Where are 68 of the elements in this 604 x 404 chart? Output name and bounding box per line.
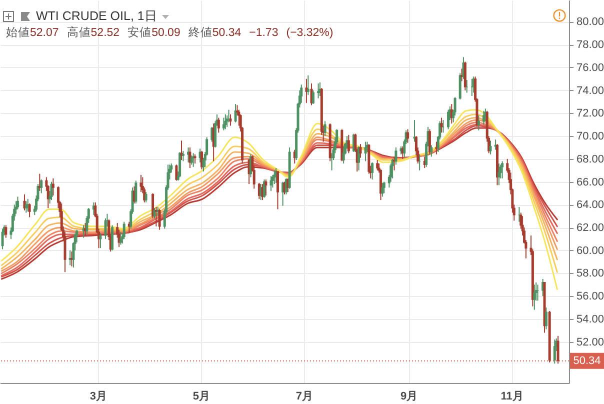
candlestick (23, 194, 26, 211)
x-tick-label: 5月 (192, 390, 210, 402)
candlestick (364, 141, 367, 162)
candlestick (430, 144, 433, 158)
y-tick-label: 80.00 (576, 16, 604, 28)
candlestick (158, 208, 161, 230)
candlestick (553, 339, 556, 364)
candlestick (347, 134, 350, 154)
y-tick-label: 76.00 (576, 62, 604, 74)
candlestick (224, 114, 227, 130)
candlestick (1, 228, 4, 250)
ref-line-label: 50.34 (573, 354, 601, 367)
candlestick (222, 117, 225, 131)
candlestick (300, 84, 303, 104)
candlestick (324, 120, 326, 137)
candlestick (188, 146, 192, 169)
candlestick (50, 181, 53, 201)
candlestick (306, 74, 310, 96)
x-tick-label: 3月 (90, 390, 107, 402)
candlestick (556, 335, 560, 364)
y-tick-label: 72.00 (576, 108, 604, 120)
candlestick (406, 128, 410, 144)
candlestick (234, 104, 237, 123)
candlestick (305, 78, 308, 104)
candlestick (489, 140, 492, 155)
y-tick-label: 78.00 (576, 39, 604, 52)
x-tick-label: 11月 (500, 390, 524, 402)
y-tick-label: 58.00 (576, 268, 604, 280)
candlestick (178, 152, 182, 178)
candlestick (190, 154, 193, 166)
candlestick (111, 224, 114, 251)
candlestick (153, 208, 156, 219)
y-tick-label: 66.00 (576, 176, 604, 188)
y-tick-label: 64.00 (576, 199, 604, 212)
candlestick (498, 162, 500, 186)
candlestick (28, 203, 31, 218)
candlestick (381, 182, 384, 198)
candlestick (342, 146, 345, 164)
candlestick (533, 284, 536, 310)
y-tick-label: 74.00 (576, 84, 604, 97)
candlestick (382, 181, 386, 194)
candlestick (156, 206, 160, 217)
x-tick-label: 9月 (400, 390, 418, 402)
candlestick (270, 176, 272, 192)
candlestick (52, 178, 54, 196)
text: WTI CRUDE OIL, 1日 (36, 8, 158, 25)
y-tick-label: 68.00 (576, 153, 604, 166)
y-tick-label: 60.00 (576, 244, 604, 257)
candlestick (24, 200, 28, 214)
y-tick-label: 56.00 (576, 290, 604, 303)
candlestick (477, 114, 480, 131)
candlestick (482, 110, 485, 126)
y-tick-label: 62.00 (576, 222, 604, 234)
candlestick (122, 221, 126, 240)
candlestick (264, 178, 268, 196)
y-tick-label: 54.00 (576, 313, 604, 326)
y-tick-label: 52.00 (576, 336, 604, 348)
x-tick-label: 7月 (296, 390, 313, 402)
y-tick-label: 70.00 (576, 130, 604, 143)
candlestick (435, 141, 438, 155)
text: 始値52.07 高値52.52 安値50.09 終値50.34 −1.73 (−3.32%) (6, 27, 334, 39)
candlestick (104, 218, 107, 240)
candlestick (144, 192, 148, 203)
candlestick (99, 232, 102, 249)
candlestick (217, 117, 220, 134)
candlestick (194, 154, 196, 164)
candlestick (484, 108, 487, 122)
candlestick (229, 114, 232, 126)
